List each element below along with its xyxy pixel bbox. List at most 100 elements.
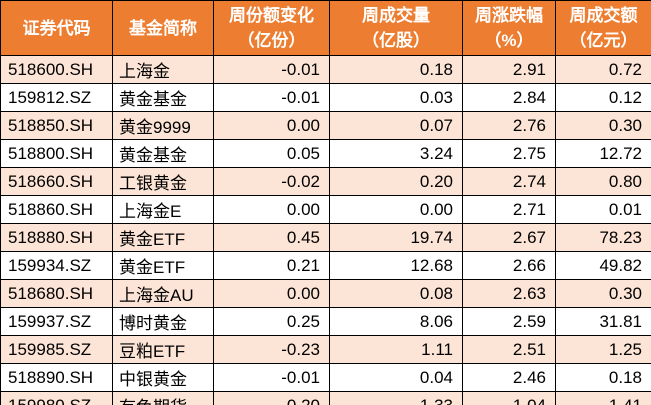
- column-header-unit: （亿元）: [569, 31, 638, 50]
- security-code-cell: 518660.SH: [0, 167, 113, 196]
- pct-change-cell: 2.51: [462, 335, 556, 364]
- pct-change-cell: 2.46: [462, 363, 556, 392]
- volume-cell: 0.08: [329, 279, 463, 308]
- column-header: 基金简称: [112, 0, 214, 56]
- security-code-cell: 518860.SH: [0, 195, 113, 224]
- column-header-label: 周成交量: [362, 6, 430, 25]
- pct-change-cell: 2.71: [462, 195, 556, 224]
- share-change-cell: -0.01: [213, 83, 330, 112]
- fund-name-cell: 黄金9999: [112, 111, 214, 140]
- volume-cell: 0.20: [329, 167, 463, 196]
- security-code-cell: 159985.SZ: [0, 335, 113, 364]
- pct-change-cell: 2.91: [462, 55, 556, 84]
- fund-name-cell: 工银黄金: [112, 167, 214, 196]
- volume-cell: 12.68: [329, 251, 463, 280]
- table-row: 518860.SH 上海金E 0.00 0.00 2.71 0.01: [0, 195, 651, 224]
- share-change-cell: 0.00: [213, 279, 330, 308]
- security-code-cell: 518850.SH: [0, 111, 113, 140]
- turnover-cell: 0.30: [555, 279, 651, 308]
- pct-change-cell: 2.75: [462, 139, 556, 168]
- turnover-cell: 0.80: [555, 167, 651, 196]
- security-code-cell: 518680.SH: [0, 279, 113, 308]
- share-change-cell: -0.23: [213, 335, 330, 364]
- column-header: 周成交量 （亿股）: [329, 0, 463, 56]
- column-header: 周成交额 （亿元）: [555, 0, 651, 56]
- pct-change-cell: 2.84: [462, 83, 556, 112]
- turnover-cell: 31.81: [555, 307, 651, 336]
- fund-name-cell: 黄金基金: [112, 83, 214, 112]
- column-header-label: 周成交额: [569, 6, 638, 25]
- pct-change-cell: 2.63: [462, 279, 556, 308]
- volume-cell: 19.74: [329, 223, 463, 252]
- fund-name-cell: 黄金ETF: [112, 251, 214, 280]
- column-header-unit: （亿份）: [237, 31, 306, 50]
- column-header: 周涨跌幅 （%）: [462, 0, 556, 56]
- turnover-cell: 0.18: [555, 363, 651, 392]
- pct-change-cell: 2.67: [462, 223, 556, 252]
- column-header-unit: （亿股）: [362, 31, 430, 50]
- volume-cell: 0.18: [329, 55, 463, 84]
- security-code-cell: 518600.SH: [0, 55, 113, 84]
- fund-name-cell: 有色期货: [112, 391, 214, 405]
- turnover-cell: 0.30: [555, 111, 651, 140]
- share-change-cell: -0.02: [213, 167, 330, 196]
- share-change-cell: 0.20: [213, 391, 330, 405]
- share-change-cell: 0.25: [213, 307, 330, 336]
- share-change-cell: 0.00: [213, 111, 330, 140]
- share-change-cell: -0.01: [213, 363, 330, 392]
- column-header: 证券代码: [0, 0, 113, 56]
- table-row: 518800.SH 黄金基金 0.05 3.24 2.75 12.72: [0, 139, 651, 168]
- security-code-cell: 518890.SH: [0, 363, 113, 392]
- security-code-cell: 518800.SH: [0, 139, 113, 168]
- fund-name-cell: 博时黄金: [112, 307, 214, 336]
- pct-change-cell: 2.66: [462, 251, 556, 280]
- table-row: 518660.SH 工银黄金 -0.02 0.20 2.74 0.80: [0, 167, 651, 196]
- turnover-cell: 12.72: [555, 139, 651, 168]
- header-row: 证券代码 基金简称 周份额变化 （亿份） 周成交量 （亿股） 周涨跌幅 （%） 周成交额 （亿元）: [0, 0, 651, 56]
- volume-cell: 3.24: [329, 139, 463, 168]
- table-row: 518850.SH 黄金9999 0.00 0.07 2.76 0.30: [0, 111, 651, 140]
- table-header: 证券代码 基金简称 周份额变化 （亿份） 周成交量 （亿股） 周涨跌幅 （%） 周成交额 （亿元）: [0, 0, 651, 56]
- table-row: 159980.SZ有色期货0.201.331.041.41: [0, 391, 651, 405]
- volume-cell: 1.11: [329, 335, 463, 364]
- volume-cell: 0.07: [329, 111, 463, 140]
- fund-name-cell: 豆粕ETF: [112, 335, 214, 364]
- security-code-cell: 159937.SZ: [0, 307, 113, 336]
- column-header-label: 证券代码: [22, 18, 91, 38]
- volume-cell: 1.33: [329, 391, 463, 405]
- column-header-label: 基金简称: [129, 18, 197, 38]
- table-body: 518600.SH 上海金 -0.01 0.18 2.91 0.72 159812.SZ 黄金…: [0, 55, 651, 405]
- security-code-cell: 159980.SZ: [0, 391, 113, 405]
- fund-name-cell: 中银黄金: [112, 363, 214, 392]
- security-code-cell: 159934.SZ: [0, 251, 113, 280]
- share-change-cell: 0.00: [213, 195, 330, 224]
- pct-change-cell: 2.74: [462, 167, 556, 196]
- security-code-cell: 518880.SH: [0, 223, 113, 252]
- column-header: 周份额变化 （亿份）: [213, 0, 330, 56]
- table-row: 518680.SH 上海金AU 0.00 0.08 2.63 0.30: [0, 279, 651, 308]
- turnover-cell: 1.25: [555, 335, 651, 364]
- volume-cell: 8.06: [329, 307, 463, 336]
- fund-name-cell: 上海金: [112, 55, 214, 84]
- turnover-cell: 0.01: [555, 195, 651, 224]
- table-row: 159937.SZ 博时黄金 0.25 8.06 2.59 31.81: [0, 307, 651, 336]
- fund-name-cell: 上海金E: [112, 195, 214, 224]
- column-header-label: 周份额变化: [229, 6, 314, 25]
- table-row: 518890.SH 中银黄金 -0.01 0.04 2.46 0.18: [0, 363, 651, 392]
- column-header-label: 周涨跌幅: [475, 6, 543, 25]
- fund-name-cell: 黄金基金: [112, 139, 214, 168]
- table-row: 159985.SZ 豆粕ETF -0.23 1.11 2.51 1.25: [0, 335, 651, 364]
- table-row: 159934.SZ 黄金ETF 0.21 12.68 2.66 49.82: [0, 251, 651, 280]
- security-code-cell: 159812.SZ: [0, 83, 113, 112]
- fund-name-cell: 上海金AU: [112, 279, 214, 308]
- share-change-cell: 0.21: [213, 251, 330, 280]
- volume-cell: 0.03: [329, 83, 463, 112]
- table-row: 159812.SZ 黄金基金 -0.01 0.03 2.84 0.12: [0, 83, 651, 112]
- column-header-unit: （%）: [484, 31, 534, 50]
- pct-change-cell: 1.04: [462, 391, 556, 405]
- turnover-cell: 0.72: [555, 55, 651, 84]
- turnover-cell: 1.41: [555, 391, 651, 405]
- volume-cell: 0.04: [329, 363, 463, 392]
